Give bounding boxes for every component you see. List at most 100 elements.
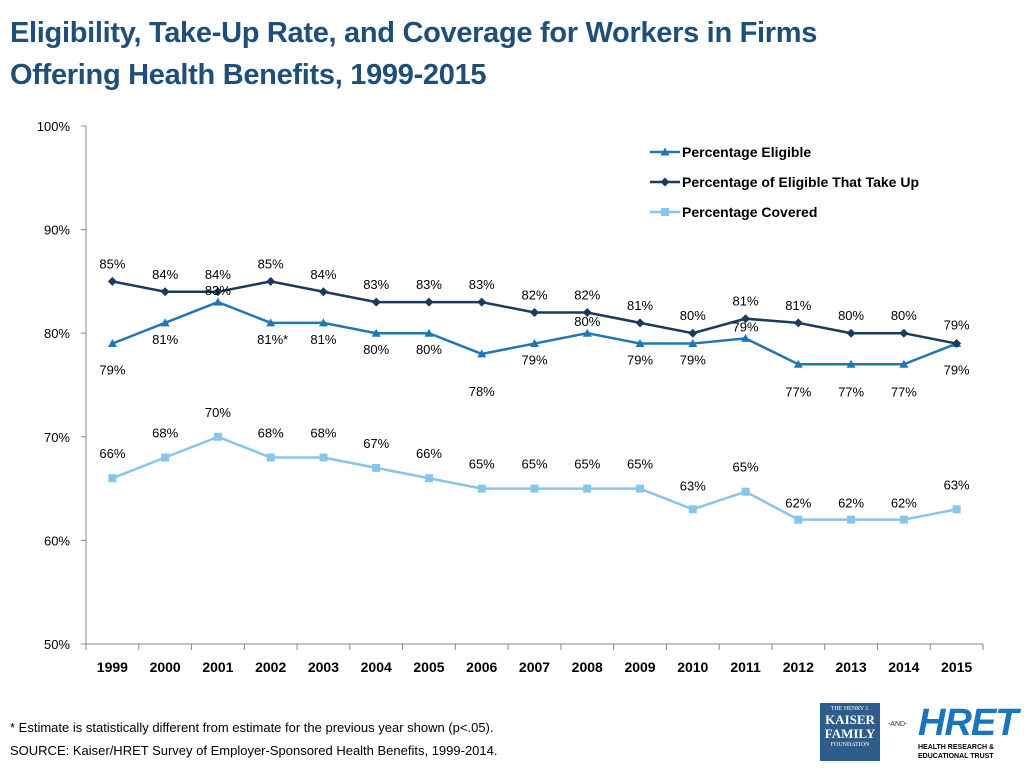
point-take-up-2001 — [213, 287, 223, 297]
x-tick-label-2007: 2007 — [519, 659, 550, 675]
point-take-up-2009 — [635, 318, 645, 328]
hret-logo-mark: HRET — [918, 702, 1018, 744]
point-covered-2013 — [847, 515, 856, 524]
point-covered-2005 — [424, 474, 433, 483]
data-label-eligible-2002: 81%* — [257, 332, 288, 347]
point-take-up-2013 — [846, 328, 856, 338]
x-tick-label-2004: 2004 — [361, 659, 392, 675]
data-label-take-up-2003: 84% — [310, 267, 336, 282]
y-tick-label-80: 80% — [44, 326, 70, 341]
point-eligible-2011 — [741, 333, 751, 342]
data-label-take-up-2006: 83% — [469, 277, 495, 292]
chart-title-line2: Offering Health Benefits, 1999-2015 — [10, 59, 487, 91]
point-covered-2006 — [477, 484, 486, 493]
point-eligible-2007 — [530, 339, 539, 348]
point-covered-2004 — [372, 463, 381, 472]
legend-label-eligible: Percentage Eligible — [682, 144, 811, 160]
data-label-covered-2002: 68% — [258, 426, 284, 441]
point-eligible-2010 — [688, 339, 698, 348]
point-eligible-2002 — [266, 318, 276, 327]
data-label-take-up-2007: 82% — [521, 287, 547, 302]
legend-marker-take-up — [660, 177, 670, 187]
point-covered-2000 — [161, 453, 170, 462]
y-tick-label-60: 60% — [44, 533, 70, 548]
data-label-eligible-2001: 83% — [205, 283, 231, 298]
data-label-covered-2001: 70% — [205, 405, 231, 420]
data-label-covered-2012: 62% — [785, 496, 811, 511]
data-label-covered-2011: 65% — [733, 460, 759, 475]
data-label-take-up-1999: 85% — [99, 256, 125, 271]
data-label-eligible-2004: 80% — [363, 342, 389, 357]
point-eligible-2009 — [635, 339, 645, 348]
data-label-eligible-2013: 77% — [838, 384, 864, 399]
data-label-covered-2013: 62% — [838, 496, 864, 511]
data-label-take-up-2015: 79% — [944, 318, 970, 333]
hret-logo-sub1: HEALTH RESEARCH & — [918, 744, 995, 751]
data-label-take-up-2010: 80% — [680, 308, 706, 323]
x-tick-label-2010: 2010 — [677, 659, 708, 675]
data-label-eligible-2008: 80% — [574, 314, 600, 329]
data-label-eligible-2011: 79% — [733, 319, 759, 334]
point-covered-2015 — [952, 505, 961, 514]
point-eligible-2008 — [582, 328, 592, 337]
data-label-covered-2015: 63% — [944, 477, 970, 492]
data-label-eligible-2005: 80% — [416, 342, 442, 357]
hret-logo-sub2: EDUCATIONAL TRUST — [918, 753, 994, 760]
data-label-eligible-2009: 79% — [627, 353, 653, 368]
point-take-up-2004 — [371, 297, 381, 307]
point-eligible-2004 — [371, 328, 381, 337]
data-label-eligible-2003: 81% — [310, 332, 336, 347]
data-label-covered-1999: 66% — [99, 446, 125, 461]
hret-logo: HRET HEALTH RESEARCH & EDUCATIONAL TRUST — [918, 703, 1022, 763]
x-tick-label-2009: 2009 — [624, 659, 655, 675]
point-take-up-2008 — [582, 307, 592, 317]
point-eligible-2001 — [213, 297, 223, 306]
y-tick-label-50: 50% — [44, 637, 70, 652]
point-eligible-2006 — [477, 349, 487, 358]
point-eligible-2003 — [318, 318, 328, 327]
point-eligible-2005 — [424, 328, 434, 337]
point-covered-2007 — [530, 484, 539, 493]
x-tick-label-2001: 2001 — [202, 659, 233, 675]
point-eligible-2013 — [846, 359, 856, 368]
x-tick-label-2012: 2012 — [783, 659, 814, 675]
data-label-eligible-2000: 81% — [152, 332, 178, 347]
data-label-eligible-2015: 79% — [944, 363, 970, 378]
x-tick-label-2005: 2005 — [413, 659, 444, 675]
point-take-up-2012 — [793, 318, 803, 328]
y-tick-label-100: 100% — [37, 119, 71, 134]
data-label-take-up-2000: 84% — [152, 267, 178, 282]
point-covered-2014 — [899, 515, 908, 524]
legend-marker-eligible — [660, 147, 670, 156]
legend-marker-covered — [661, 208, 669, 216]
footnote: * Estimate is statistically different fr… — [10, 720, 494, 735]
data-label-covered-2005: 66% — [416, 446, 442, 461]
data-label-eligible-2006: 78% — [469, 384, 495, 399]
series-line-covered — [111, 435, 957, 521]
x-tick-label-2000: 2000 — [150, 659, 181, 675]
data-label-eligible-2010: 79% — [680, 353, 706, 368]
point-covered-2001 — [213, 432, 222, 441]
point-covered-2011 — [741, 487, 750, 496]
data-label-eligible-1999: 79% — [99, 363, 125, 378]
y-tick-label-90: 90% — [44, 223, 70, 238]
data-label-take-up-2009: 81% — [627, 298, 653, 313]
data-label-eligible-2012: 77% — [785, 384, 811, 399]
data-label-covered-2007: 65% — [521, 457, 547, 472]
legend-label-take-up: Percentage of Eligible That Take Up — [682, 174, 919, 190]
data-label-eligible-2014: 77% — [891, 384, 917, 399]
and-separator: -AND- — [888, 721, 908, 728]
point-take-up-2010 — [688, 328, 698, 338]
x-tick-label-2011: 2011 — [730, 659, 761, 675]
data-label-covered-2003: 68% — [310, 426, 336, 441]
point-covered-1999 — [108, 474, 117, 483]
x-tick-label-2014: 2014 — [888, 659, 919, 675]
line-chart: 50% 60% 70% 80% 90% 100% 1999 2000 2001 2002 2003 2… — [37, 119, 984, 675]
point-take-up-2002 — [266, 276, 276, 286]
x-tick-label-2006: 2006 — [466, 659, 497, 675]
data-label-take-up-2012: 81% — [785, 298, 811, 313]
point-eligible-2014 — [899, 359, 909, 368]
x-tick-label-2008: 2008 — [572, 659, 603, 675]
point-take-up-2003 — [318, 287, 328, 297]
data-label-take-up-2005: 83% — [416, 277, 442, 292]
